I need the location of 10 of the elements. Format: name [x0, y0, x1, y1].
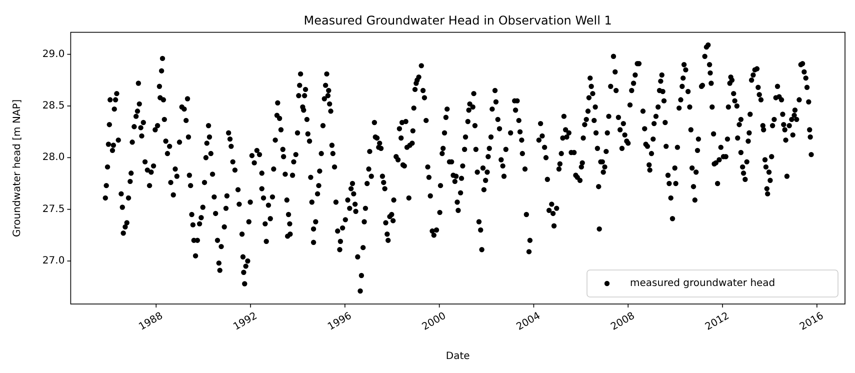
y-tick-label: 28.5 — [42, 100, 65, 112]
y-tick-label: 27.5 — [42, 204, 65, 215]
x-tick-label: 1992 — [232, 310, 260, 333]
y-tick-label: 28.0 — [42, 152, 65, 164]
legend-label: measured groundwater head — [630, 278, 776, 289]
y-tick-label: 29.0 — [42, 48, 65, 60]
y-tick-label: 27.0 — [42, 256, 65, 267]
y-axis-title: Groundwater head [m NAP] — [12, 99, 23, 237]
chart-title: Measured Groundwater Head in Observation Well 1 — [304, 13, 612, 28]
x-axis-title: Date — [446, 351, 470, 362]
